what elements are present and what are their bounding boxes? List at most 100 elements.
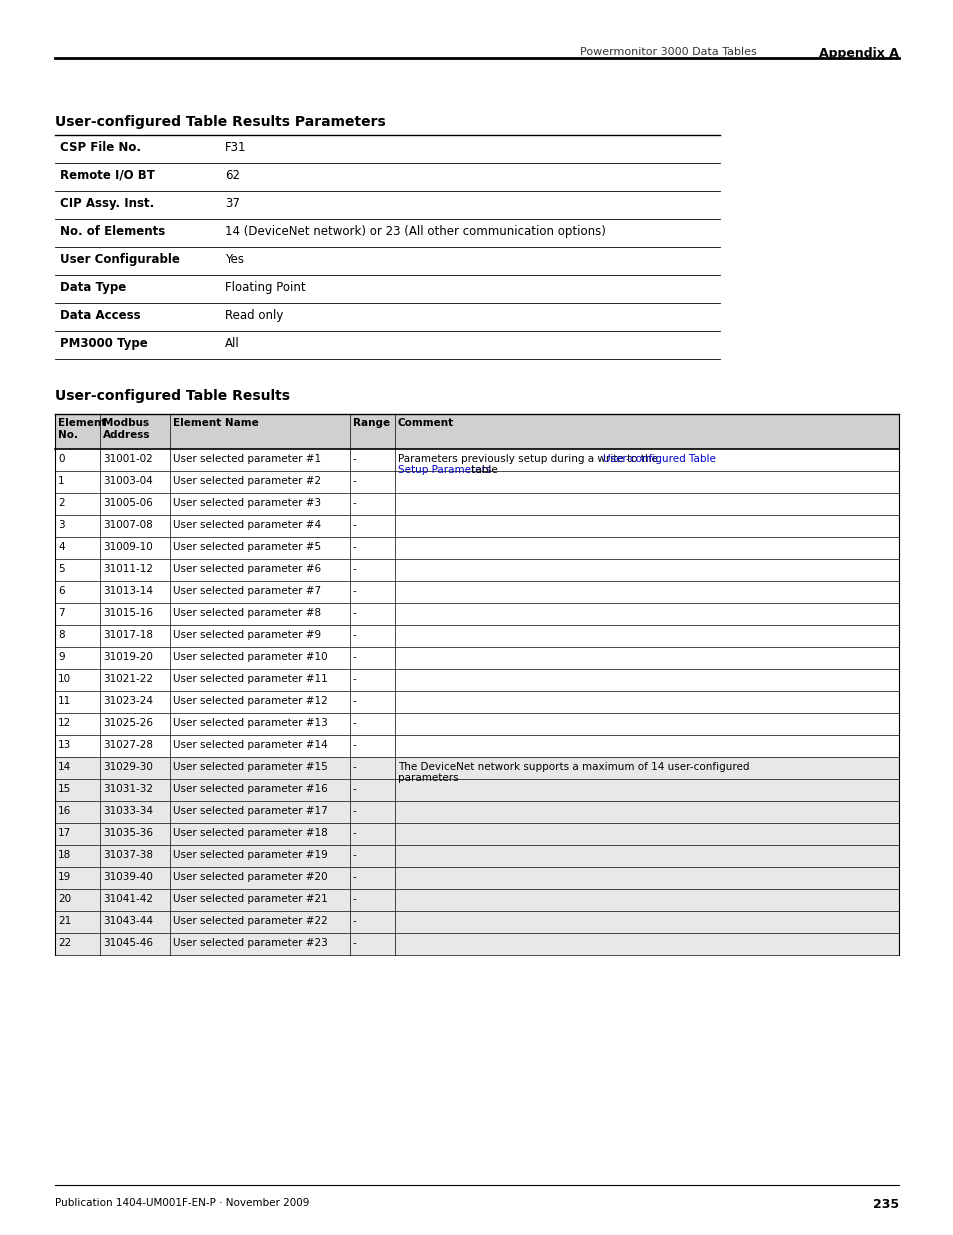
Text: 14: 14	[58, 762, 71, 772]
Text: User selected parameter #17: User selected parameter #17	[172, 806, 328, 816]
Text: 22: 22	[58, 939, 71, 948]
Text: 15: 15	[58, 784, 71, 794]
Text: -: -	[353, 652, 356, 662]
Text: 4: 4	[58, 542, 65, 552]
Bar	[55, 757, 898, 779]
Text: 18: 18	[58, 850, 71, 860]
Text: -: -	[353, 872, 356, 882]
Text: CIP Assy. Inst.: CIP Assy. Inst.	[60, 198, 154, 210]
Text: User selected parameter #4: User selected parameter #4	[172, 520, 321, 530]
Text: -: -	[353, 806, 356, 816]
Text: -: -	[353, 520, 356, 530]
Text: Comment: Comment	[397, 417, 454, 429]
Text: parameters: parameters	[397, 773, 458, 783]
Text: 31031-32: 31031-32	[103, 784, 152, 794]
Text: User selected parameter #16: User selected parameter #16	[172, 784, 328, 794]
Text: All: All	[225, 337, 239, 350]
Text: No. of Elements: No. of Elements	[60, 225, 165, 238]
Text: -: -	[353, 827, 356, 839]
Text: Parameters previously setup during a write to the: Parameters previously setup during a wri…	[397, 454, 660, 464]
Text: User Configurable: User Configurable	[60, 253, 180, 266]
Text: table: table	[467, 466, 497, 475]
Text: 12: 12	[58, 718, 71, 727]
Text: 14 (DeviceNet network) or 23 (All other communication options): 14 (DeviceNet network) or 23 (All other …	[225, 225, 605, 238]
Text: 31027-28: 31027-28	[103, 740, 152, 750]
Bar	[55, 867, 898, 889]
Text: 31005-06: 31005-06	[103, 498, 152, 508]
Text: User selected parameter #21: User selected parameter #21	[172, 894, 328, 904]
Text: User-configured Table Results Parameters: User-configured Table Results Parameters	[55, 115, 385, 128]
Text: 20: 20	[58, 894, 71, 904]
Text: 31025-26: 31025-26	[103, 718, 152, 727]
Text: 31021-22: 31021-22	[103, 674, 152, 684]
Text: Floating Point: Floating Point	[225, 282, 305, 294]
Text: User-configured Table Results: User-configured Table Results	[55, 389, 290, 403]
Text: User selected parameter #12: User selected parameter #12	[172, 697, 328, 706]
Text: 21: 21	[58, 916, 71, 926]
Text: Data Access: Data Access	[60, 309, 140, 322]
Text: User selected parameter #2: User selected parameter #2	[172, 475, 321, 487]
Text: 10: 10	[58, 674, 71, 684]
Text: 5: 5	[58, 564, 65, 574]
Text: 17: 17	[58, 827, 71, 839]
Text: User selected parameter #18: User selected parameter #18	[172, 827, 328, 839]
Text: Range: Range	[353, 417, 390, 429]
Text: User selected parameter #9: User selected parameter #9	[172, 630, 321, 640]
Text: F31: F31	[225, 141, 246, 154]
Text: -: -	[353, 585, 356, 597]
Bar	[55, 414, 898, 450]
Text: User selected parameter #15: User selected parameter #15	[172, 762, 328, 772]
Text: 9: 9	[58, 652, 65, 662]
Text: 13: 13	[58, 740, 71, 750]
Text: -: -	[353, 762, 356, 772]
Text: -: -	[353, 564, 356, 574]
Bar	[55, 823, 898, 845]
Text: 31019-20: 31019-20	[103, 652, 152, 662]
Text: 31041-42: 31041-42	[103, 894, 152, 904]
Text: 31029-30: 31029-30	[103, 762, 152, 772]
Bar	[55, 889, 898, 911]
Text: -: -	[353, 740, 356, 750]
Text: 8: 8	[58, 630, 65, 640]
Text: User selected parameter #1: User selected parameter #1	[172, 454, 321, 464]
Text: -: -	[353, 475, 356, 487]
Text: 31003-04: 31003-04	[103, 475, 152, 487]
Text: -: -	[353, 674, 356, 684]
Text: User selected parameter #8: User selected parameter #8	[172, 608, 321, 618]
Text: 0: 0	[58, 454, 65, 464]
Bar	[55, 911, 898, 932]
Text: PM3000 Type: PM3000 Type	[60, 337, 148, 350]
Text: User selected parameter #3: User selected parameter #3	[172, 498, 321, 508]
Text: 31001-02: 31001-02	[103, 454, 152, 464]
Text: -: -	[353, 454, 356, 464]
Text: User selected parameter #10: User selected parameter #10	[172, 652, 327, 662]
Text: Remote I/O BT: Remote I/O BT	[60, 169, 154, 182]
Text: 31007-08: 31007-08	[103, 520, 152, 530]
Text: -: -	[353, 630, 356, 640]
Bar	[55, 845, 898, 867]
Text: The DeviceNet network supports a maximum of 14 user-configured: The DeviceNet network supports a maximum…	[397, 762, 749, 772]
Text: CSP File No.: CSP File No.	[60, 141, 141, 154]
Text: 31045-46: 31045-46	[103, 939, 152, 948]
Text: User selected parameter #20: User selected parameter #20	[172, 872, 327, 882]
Text: 7: 7	[58, 608, 65, 618]
Text: 31017-18: 31017-18	[103, 630, 152, 640]
Text: Element
No.: Element No.	[58, 417, 106, 440]
Text: 6: 6	[58, 585, 65, 597]
Text: 31033-34: 31033-34	[103, 806, 152, 816]
Text: 31015-16: 31015-16	[103, 608, 152, 618]
Text: 235: 235	[872, 1198, 898, 1212]
Text: -: -	[353, 608, 356, 618]
Text: 62: 62	[225, 169, 240, 182]
Text: 19: 19	[58, 872, 71, 882]
Text: 31035-36: 31035-36	[103, 827, 152, 839]
Text: Data Type: Data Type	[60, 282, 126, 294]
Text: User selected parameter #11: User selected parameter #11	[172, 674, 328, 684]
Text: 31039-40: 31039-40	[103, 872, 152, 882]
Text: User selected parameter #6: User selected parameter #6	[172, 564, 321, 574]
Text: 37: 37	[225, 198, 239, 210]
Text: User-configured Table: User-configured Table	[602, 454, 715, 464]
Text: 11: 11	[58, 697, 71, 706]
Text: User selected parameter #19: User selected parameter #19	[172, 850, 328, 860]
Text: -: -	[353, 697, 356, 706]
